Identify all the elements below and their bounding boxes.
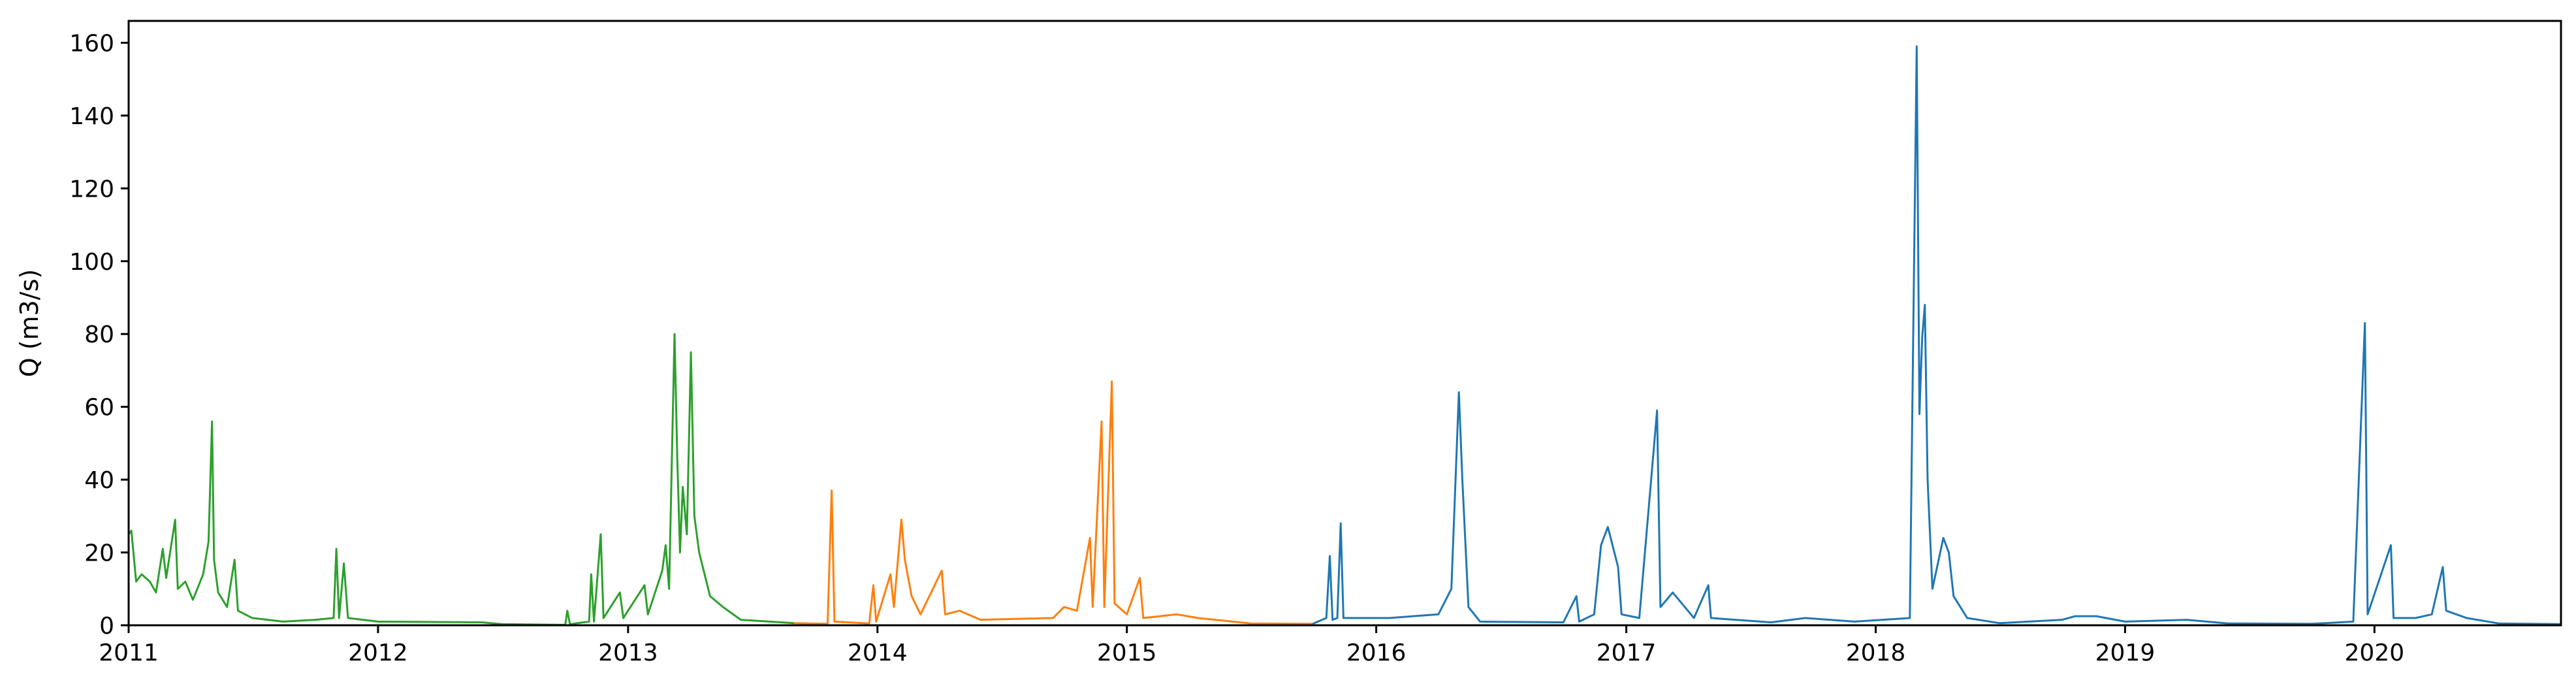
y-tick-label: 0 <box>99 613 114 640</box>
series-line-3 <box>1312 45 2562 625</box>
x-tick-label: 2014 <box>848 640 908 666</box>
y-tick-label: 100 <box>69 249 114 276</box>
series-layer <box>127 45 2562 626</box>
series-line-2 <box>794 380 1313 625</box>
x-tick-label: 2018 <box>1846 640 1906 666</box>
x-tick-label: 2020 <box>2345 640 2405 666</box>
y-tick-label: 40 <box>84 467 114 494</box>
y-axis: 0 20 40 60 80 100 120 140 160 <box>69 30 129 640</box>
y-axis-label: Q (m3/s) <box>15 269 44 377</box>
series-line-1 <box>127 333 795 626</box>
x-tick-label: 2015 <box>1097 640 1157 666</box>
x-tick-label: 2011 <box>99 640 159 666</box>
x-tick-label: 2016 <box>1346 640 1407 666</box>
y-tick-label: 140 <box>69 103 114 130</box>
x-tick-label: 2017 <box>1597 640 1657 666</box>
y-tick-label: 80 <box>84 321 114 348</box>
y-tick-label: 120 <box>69 176 114 203</box>
x-axis: 2011 2012 2013 2014 2015 2016 2017 2018 2019 2020 <box>99 625 2404 666</box>
y-tick-label: 60 <box>84 395 114 421</box>
plot-frame <box>127 20 2562 627</box>
y-tick-label: 20 <box>84 540 114 567</box>
y-tick-label: 160 <box>69 30 114 57</box>
x-tick-label: 2013 <box>598 640 658 666</box>
x-tick-label: 2019 <box>2095 640 2155 666</box>
x-tick-label: 2012 <box>348 640 408 666</box>
